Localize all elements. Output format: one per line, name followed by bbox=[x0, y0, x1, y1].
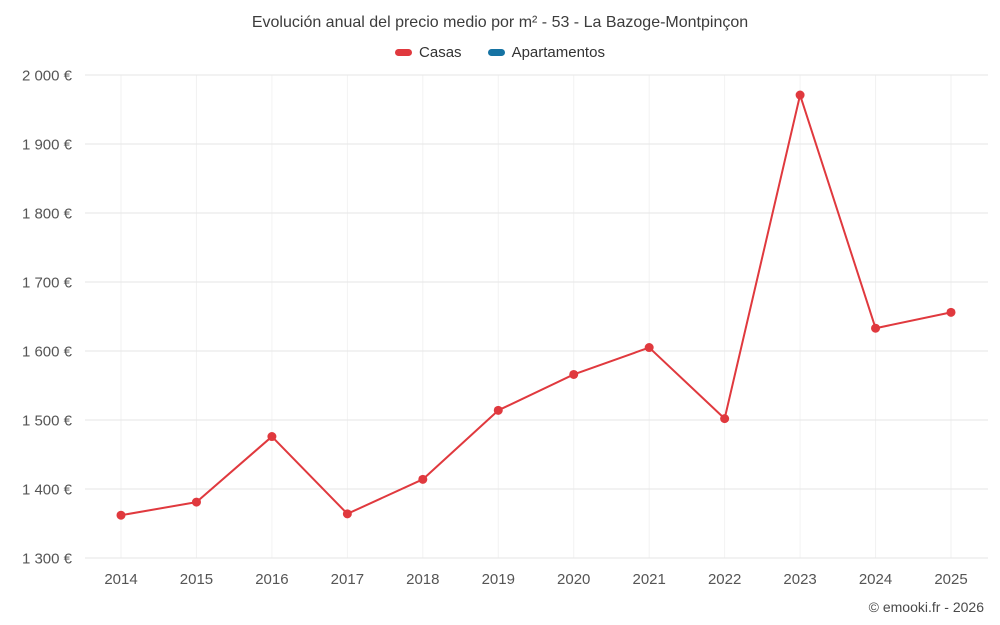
x-tick-label: 2024 bbox=[859, 571, 892, 588]
x-tick-label: 2019 bbox=[482, 571, 515, 588]
x-tick-label: 2018 bbox=[406, 571, 439, 588]
x-tick-label: 2023 bbox=[783, 571, 816, 588]
y-tick-label: 1 400 € bbox=[22, 481, 73, 498]
casas-data-point bbox=[946, 307, 956, 317]
x-tick-label: 2017 bbox=[331, 571, 364, 588]
apartamentos-swatch-icon bbox=[487, 49, 505, 56]
y-tick-label: 1 800 € bbox=[22, 205, 73, 222]
legend-item-casas[interactable]: Casas bbox=[395, 44, 462, 61]
legend-item-apartamentos[interactable]: Apartamentos bbox=[487, 44, 605, 61]
x-tick-label: 2020 bbox=[557, 571, 590, 588]
x-tick-label: 2014 bbox=[104, 571, 137, 588]
chart-title: Evolución anual del precio medio por m² … bbox=[251, 14, 749, 31]
casas-data-point bbox=[871, 323, 881, 333]
y-tick-label: 1 900 € bbox=[22, 136, 73, 153]
credit-text: © emooki.fr - 2026 bbox=[868, 599, 984, 615]
casas-data-point bbox=[493, 405, 503, 415]
y-tick-label: 1 300 € bbox=[22, 550, 73, 567]
casas-data-point bbox=[569, 369, 579, 379]
casas-data-point bbox=[116, 510, 126, 520]
legend-label-apartamentos: Apartamentos bbox=[511, 44, 605, 61]
chart-legend: Casas Apartamentos bbox=[0, 44, 1000, 61]
legend-label-casas: Casas bbox=[419, 44, 462, 61]
x-tick-label: 2022 bbox=[708, 571, 741, 588]
y-tick-label: 1 600 € bbox=[22, 343, 73, 360]
x-tick-label: 2021 bbox=[632, 571, 665, 588]
x-tick-label: 2015 bbox=[180, 571, 213, 588]
x-tick-label: 2025 bbox=[934, 571, 967, 588]
casas-data-point bbox=[342, 509, 352, 519]
y-tick-label: 1 500 € bbox=[22, 412, 73, 429]
x-tick-label: 2016 bbox=[255, 571, 288, 588]
casas-line bbox=[120, 94, 952, 517]
casas-data-point bbox=[795, 90, 805, 100]
y-tick-label: 2 000 € bbox=[22, 67, 73, 84]
casas-data-point bbox=[418, 474, 428, 484]
y-tick-label: 1 700 € bbox=[22, 274, 73, 291]
casas-data-point bbox=[267, 432, 277, 442]
casas-data-point bbox=[720, 414, 730, 424]
casas-swatch-icon bbox=[395, 49, 413, 56]
casas-data-point bbox=[644, 343, 654, 353]
casas-data-point bbox=[191, 497, 201, 507]
